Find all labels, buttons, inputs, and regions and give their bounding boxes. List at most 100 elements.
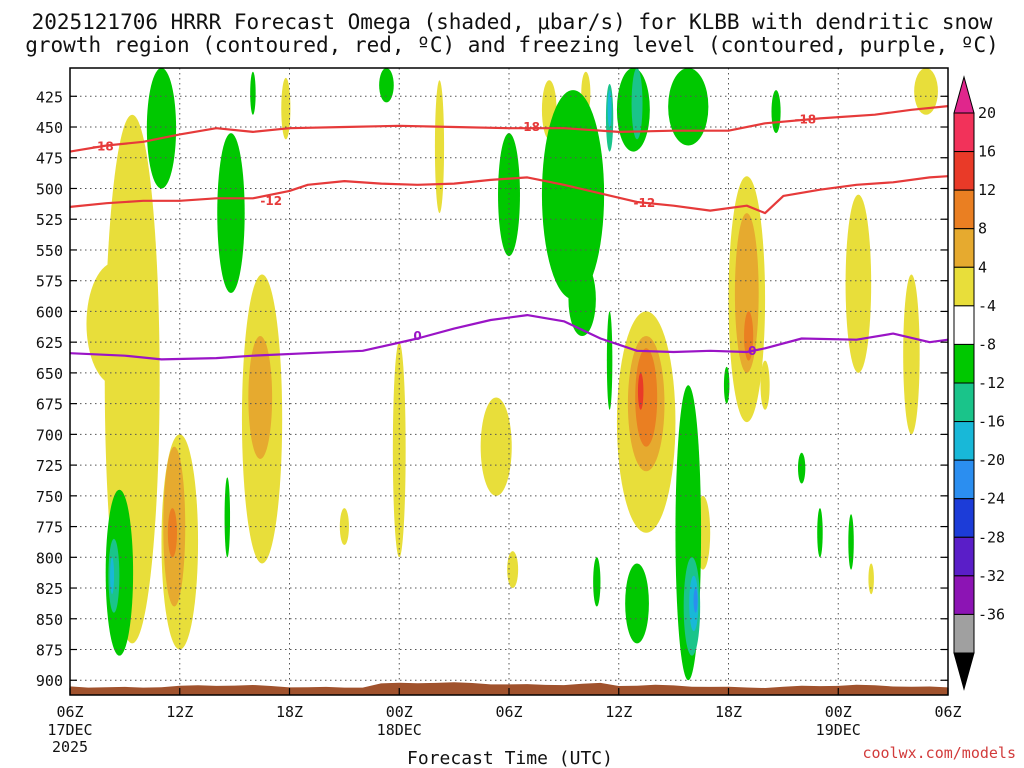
omega-shading: [86, 68, 938, 681]
colorbar-swatch-3: [953, 228, 975, 268]
omega-cell-48: [693, 588, 698, 613]
dgz-minus18-label-0: -18: [92, 140, 114, 154]
dgz-minus18-label-2: -18: [794, 113, 816, 127]
omega-cell-4: [167, 508, 178, 558]
x-tick-label-1: 12Z: [166, 703, 193, 721]
y-tick-label-525: 525: [36, 211, 63, 229]
x-tick-sublabel-0-1: 2025: [52, 738, 88, 756]
omega-cell-30: [110, 557, 115, 595]
x-tick-label-3: 00Z: [386, 703, 413, 721]
x-tick-label-8: 06Z: [934, 703, 961, 721]
dgz-minus18-label-1: -18: [518, 120, 540, 134]
colorbar-swatch-11: [953, 536, 975, 577]
omega-cell-53: [817, 508, 823, 558]
x-tick-sublabel-7-0: 19DEC: [816, 721, 861, 739]
omega-cell-7: [281, 77, 291, 140]
colorbar-label-3: 8: [978, 220, 987, 238]
omega-cell-9: [434, 80, 445, 214]
colorbar-label-13: -36: [978, 605, 1005, 623]
omega-cell-27: [914, 68, 938, 115]
y-tick-label-650: 650: [36, 365, 63, 383]
colorbar-label-6: -8: [978, 335, 996, 353]
colorbar-top-arrow: [953, 75, 975, 114]
colorbar-label-1: 16: [978, 143, 996, 161]
colorbar-swatch-7: [953, 382, 975, 423]
omega-cell-41: [631, 68, 643, 140]
x-tick-label-2: 18Z: [276, 703, 303, 721]
omega-cell-35: [498, 133, 520, 257]
omega-cell-39: [607, 90, 612, 128]
omega-cell-42: [668, 68, 709, 146]
omega-cell-24: [845, 194, 872, 373]
y-axis-pressure: 425 450 475 500 525 550 575 600 625 650 675 700 725 7…: [36, 88, 948, 690]
omega-cell-22: [744, 311, 754, 361]
y-tick-label-800: 800: [36, 549, 63, 567]
omega-cell-31: [146, 68, 177, 189]
freezing-level-line: [70, 314, 948, 361]
colorbar-label-4: 4: [978, 258, 987, 276]
y-tick-label-500: 500: [36, 180, 63, 198]
colorbar-swatch-1: [953, 151, 975, 191]
y-tick-label-725: 725: [36, 457, 63, 475]
omega-cell-8: [392, 342, 406, 558]
omega-cell-6: [248, 336, 273, 459]
omega-cell-12: [507, 551, 519, 589]
colorbar-swatch-5: [953, 305, 975, 345]
colorbar-swatch-8: [953, 421, 975, 461]
omega-cell-54: [250, 71, 256, 115]
colorbar-label-9: -20: [978, 451, 1005, 469]
x-tick-sublabel-0-0: 17DEC: [47, 721, 92, 739]
colorbar-swatch-4: [953, 266, 975, 307]
colorbar-bottom-arrow: [953, 652, 975, 691]
colorbar-label-10: -24: [978, 490, 1005, 508]
grid-lines: [70, 68, 948, 695]
x-tick-label-6: 18Z: [715, 703, 742, 721]
freezing-level-label-0: 0: [413, 329, 421, 343]
omega-cell-11: [480, 397, 512, 496]
colorbar-swatch-0: [953, 112, 975, 153]
y-tick-label-850: 850: [36, 611, 63, 629]
omega-cell-55: [593, 557, 601, 607]
x-axis-label: Forecast Time (UTC): [407, 748, 613, 768]
freezing-level-label-1: 0: [748, 344, 756, 358]
omega-cell-10: [339, 508, 349, 546]
credit-text: coolwx.com/models: [862, 744, 1016, 762]
omega-cell-43: [625, 563, 649, 644]
x-tick-label-4: 06Z: [495, 703, 522, 721]
colorbar-swatch-13: [953, 613, 975, 654]
colorbar-swatch-9: [953, 459, 975, 500]
colorbar-label-11: -28: [978, 528, 1005, 546]
omega-cell-33: [224, 477, 231, 558]
y-tick-label-750: 750: [36, 488, 63, 506]
chart-title-line2: growth region (contoured, red, ºC) and f…: [25, 33, 999, 57]
dgz-minus12-label-1: -12: [634, 196, 656, 210]
omega-cell-44: [606, 311, 613, 410]
omega-cell-25: [903, 274, 920, 435]
colorbar-label-7: -12: [978, 374, 1005, 392]
colorbar-label-5: -4: [978, 297, 996, 315]
y-tick-label-425: 425: [36, 88, 63, 106]
x-tick-label-0: 06Z: [56, 703, 83, 721]
colorbar-label-12: -32: [978, 567, 1005, 585]
omega-cell-23: [760, 360, 770, 410]
omega-cell-32: [217, 133, 245, 293]
omega-cell-51: [798, 452, 806, 484]
y-tick-label-900: 900: [36, 672, 63, 690]
dgz-minus12-line: [70, 175, 948, 215]
chart-title-line1: 2025121706 HRRR Forecast Omega (shaded, …: [32, 10, 993, 34]
y-tick-label-450: 450: [36, 119, 63, 137]
colorbar-label-8: -16: [978, 413, 1005, 431]
y-tick-label-825: 825: [36, 580, 63, 598]
y-tick-label-600: 600: [36, 303, 63, 321]
dgz-minus18-line: [70, 105, 948, 153]
y-tick-label-875: 875: [36, 642, 63, 660]
colorbar-swatch-6: [953, 343, 975, 384]
y-tick-label-675: 675: [36, 396, 63, 414]
y-tick-label-700: 700: [36, 426, 63, 444]
colorbar: 20 16 12 8 4 -4 -8 -12 -16 -20 -24 -28 -32 -36: [953, 75, 1005, 691]
colorbar-label-2: 12: [978, 181, 996, 199]
omega-cell-28: [105, 489, 134, 656]
x-tick-label-5: 12Z: [605, 703, 632, 721]
y-tick-label-775: 775: [36, 519, 63, 537]
